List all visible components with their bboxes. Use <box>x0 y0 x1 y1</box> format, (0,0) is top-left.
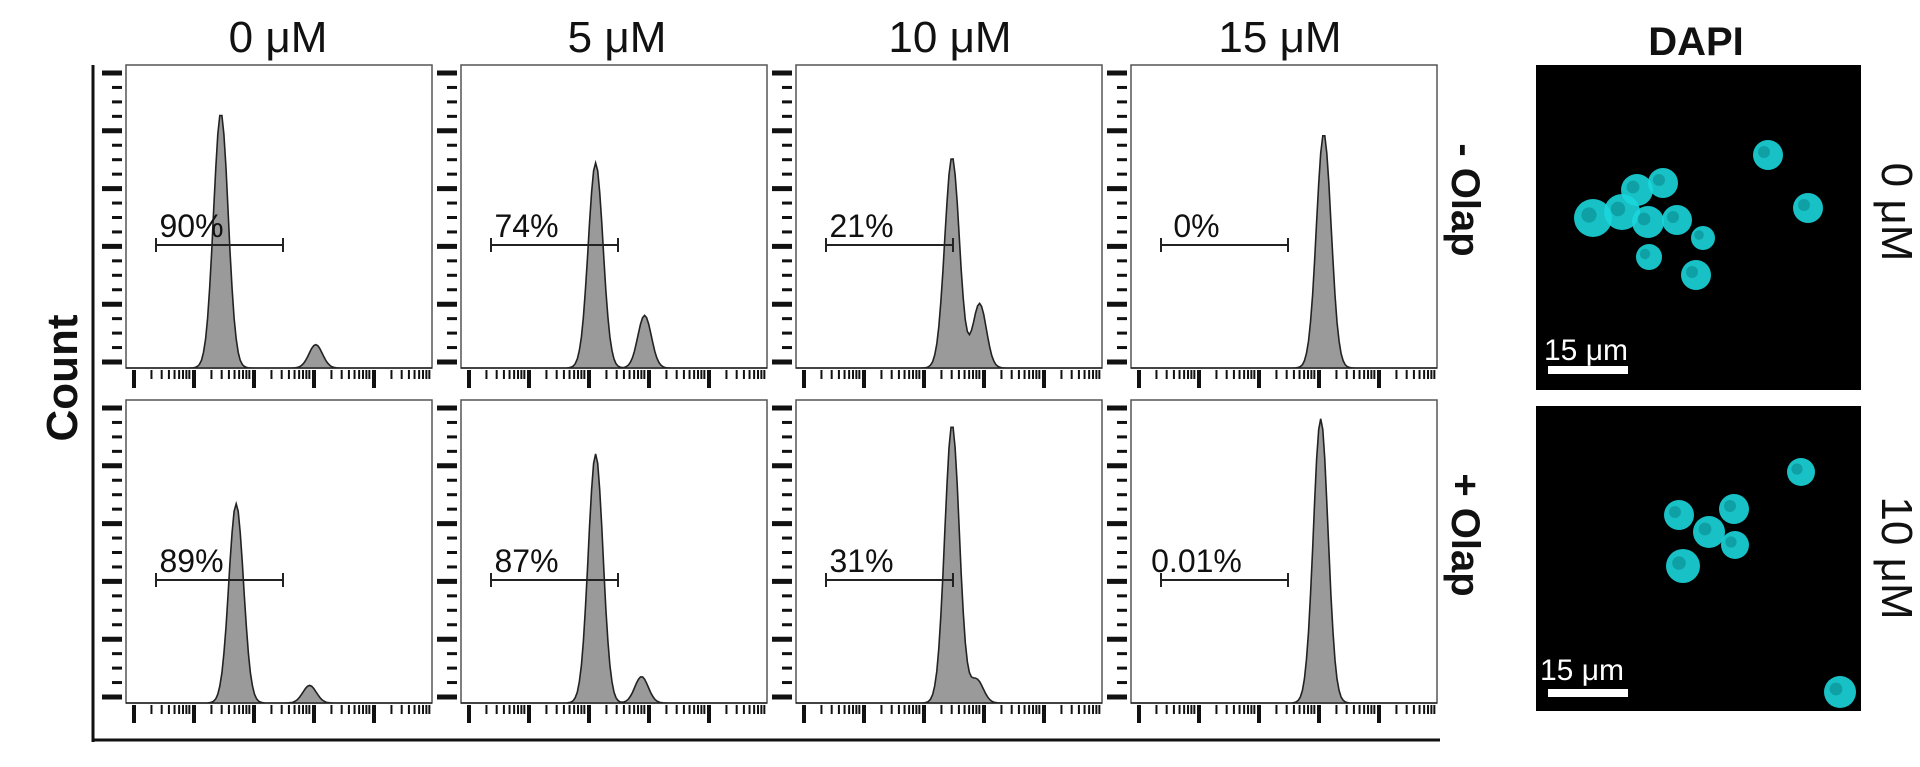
nucleus-texture <box>1653 174 1665 186</box>
histogram-curve <box>796 426 1102 704</box>
histogram-panel: 21% <box>772 64 1103 388</box>
histogram-curve <box>461 159 767 369</box>
gate-percentage: 0.01% <box>1151 543 1242 579</box>
histogram-curve <box>126 500 432 704</box>
row-label-plus-olap: + Olap <box>1443 473 1487 596</box>
column-header-2: 10 μM <box>888 13 1011 62</box>
histogram-curve <box>796 158 1102 369</box>
gate-percentage: 74% <box>494 208 558 244</box>
panel-frame <box>125 399 433 704</box>
panel-frame <box>1130 64 1438 369</box>
histogram-curve <box>1131 135 1437 369</box>
histogram-curve <box>1131 418 1437 704</box>
histogram-curve <box>461 453 767 704</box>
column-header-0: 0 μM <box>229 13 328 62</box>
histogram-panel: 74% <box>437 64 768 388</box>
nucleus-texture <box>1672 556 1686 570</box>
dapi-image-10um: 15 μm <box>1536 406 1861 711</box>
nucleus-texture <box>1581 207 1597 223</box>
gate-percentage: 90% <box>159 208 223 244</box>
nucleus-texture <box>1639 248 1651 260</box>
nucleus-texture <box>1694 230 1704 240</box>
nucleus-texture <box>1698 522 1712 536</box>
histogram-curve <box>126 114 432 369</box>
panel-frame <box>1130 399 1438 704</box>
nucleus-texture <box>1637 212 1651 226</box>
nucleus-texture <box>1610 201 1626 217</box>
dapi-nuclei-0um <box>1574 140 1823 290</box>
nucleus-texture <box>1667 211 1679 223</box>
scale-bar-label-0um: 15 μm <box>1544 334 1628 367</box>
nucleus-texture <box>1758 146 1770 158</box>
row-label-minus-olap: - Olap <box>1443 143 1487 256</box>
dapi-image-0um: 15 μm <box>1536 65 1861 390</box>
panel-frame <box>460 399 768 704</box>
dapi-concentration-0um: 0 μM <box>1872 163 1920 262</box>
nucleus-texture <box>1686 266 1698 278</box>
nucleus-texture <box>1724 500 1736 512</box>
dapi-concentration-10um: 10 μM <box>1872 496 1920 619</box>
histogram-panel: 89% <box>102 399 433 723</box>
nucleus-texture <box>1725 536 1737 548</box>
gate-percentage: 87% <box>494 543 558 579</box>
column-header-3: 15 μM <box>1218 13 1341 62</box>
gate-percentage: 89% <box>159 543 223 579</box>
histogram-panel: 0.01% <box>1107 399 1438 723</box>
dapi-nuclei-10um <box>1664 458 1856 708</box>
nucleus-texture <box>1798 199 1810 211</box>
column-header-1: 5 μM <box>568 13 667 62</box>
histogram-panel: 31% <box>772 399 1103 723</box>
histogram-panel: 0% <box>1107 64 1438 388</box>
nucleus-texture <box>1669 506 1681 518</box>
dapi-title: DAPI <box>1648 20 1744 64</box>
nucleus-texture <box>1829 682 1843 696</box>
gate-percentage: 21% <box>829 208 893 244</box>
nucleus-texture <box>1791 463 1803 475</box>
nucleus <box>1691 226 1715 250</box>
gate-percentage: 0% <box>1173 208 1219 244</box>
y-axis-label: Count <box>38 314 87 441</box>
scale-bar-0um <box>1548 366 1628 374</box>
scale-bar-label-10um: 15 μm <box>1540 654 1624 687</box>
panel-frame <box>125 64 433 369</box>
gate-percentage: 31% <box>829 543 893 579</box>
histogram-panel: 90% <box>102 64 433 388</box>
scale-bar-10um <box>1548 689 1628 697</box>
histogram-panel: 87% <box>437 399 768 723</box>
nucleus-texture <box>1626 180 1640 194</box>
panel-frame <box>460 64 768 369</box>
histogram-grid: 90% 74% 21% 0% 89% 87% 31% 0.01% <box>102 64 1438 723</box>
